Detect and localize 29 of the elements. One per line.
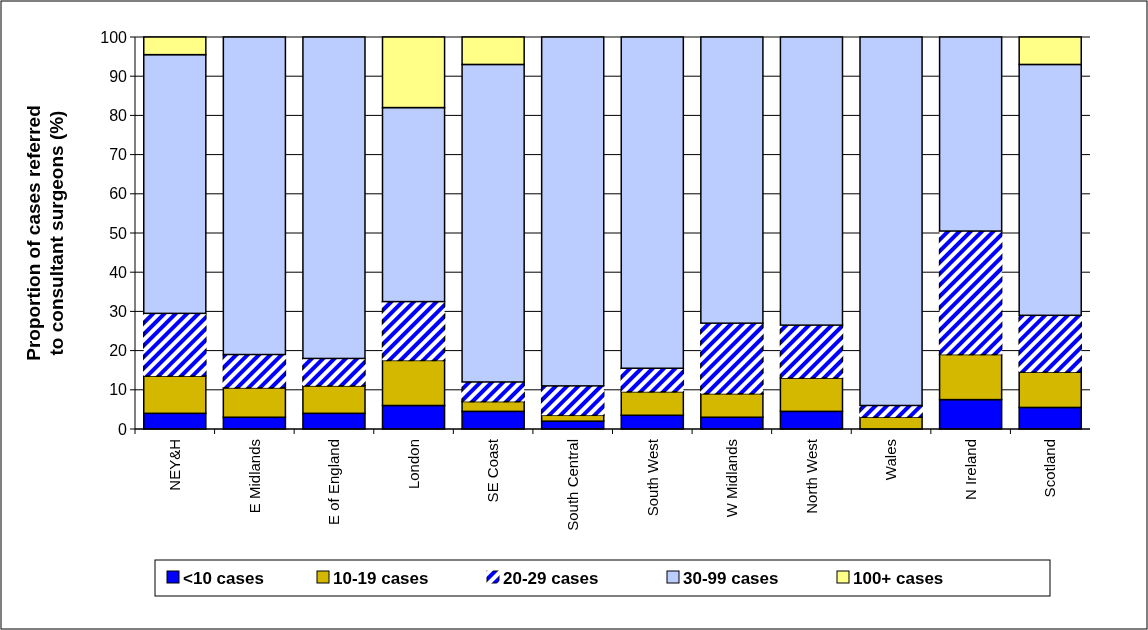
x-tick-label: E Midlands xyxy=(245,439,263,514)
y-tick-label: 60 xyxy=(109,185,128,203)
x-tick-label: Scotland xyxy=(1041,439,1059,498)
y-tick-label: 30 xyxy=(109,303,128,320)
y-tick-label: 10 xyxy=(109,381,128,399)
x-tick-label: N Ireland xyxy=(961,439,979,500)
y-tick-label: 70 xyxy=(109,146,128,164)
legend-label: 20-29 cases xyxy=(503,568,599,588)
legend-label: 30-99 cases xyxy=(683,568,779,588)
y-tick-label: 50 xyxy=(109,224,128,242)
x-tick-label: E of England xyxy=(325,439,343,525)
y-tick-label: 0 xyxy=(118,420,128,438)
x-tick-label: South Central xyxy=(563,439,581,531)
legend-label: 10-19 cases xyxy=(333,568,429,588)
y-tick-label: 40 xyxy=(109,263,128,281)
x-tick-label: London xyxy=(404,439,422,490)
x-tick-label: W Midlands xyxy=(723,439,741,518)
y-tick-label: 90 xyxy=(109,67,128,85)
x-tick-label: NEY&H xyxy=(166,439,184,491)
x-tick-label: North West xyxy=(802,438,820,514)
y-axis-title: Proportion of cases referred to consultant surgeons (%) xyxy=(23,105,67,361)
y-tick-label: 100 xyxy=(100,28,128,46)
x-tick-label: SE Coast xyxy=(484,438,502,503)
x-tick-label: South West xyxy=(643,438,661,517)
x-tick-label: Wales xyxy=(882,439,900,481)
y-tick-label: 20 xyxy=(109,342,128,360)
legend-label: <10 cases xyxy=(183,568,264,588)
legend-label: 100+ cases xyxy=(853,568,944,588)
y-tick-label: 80 xyxy=(109,107,128,124)
